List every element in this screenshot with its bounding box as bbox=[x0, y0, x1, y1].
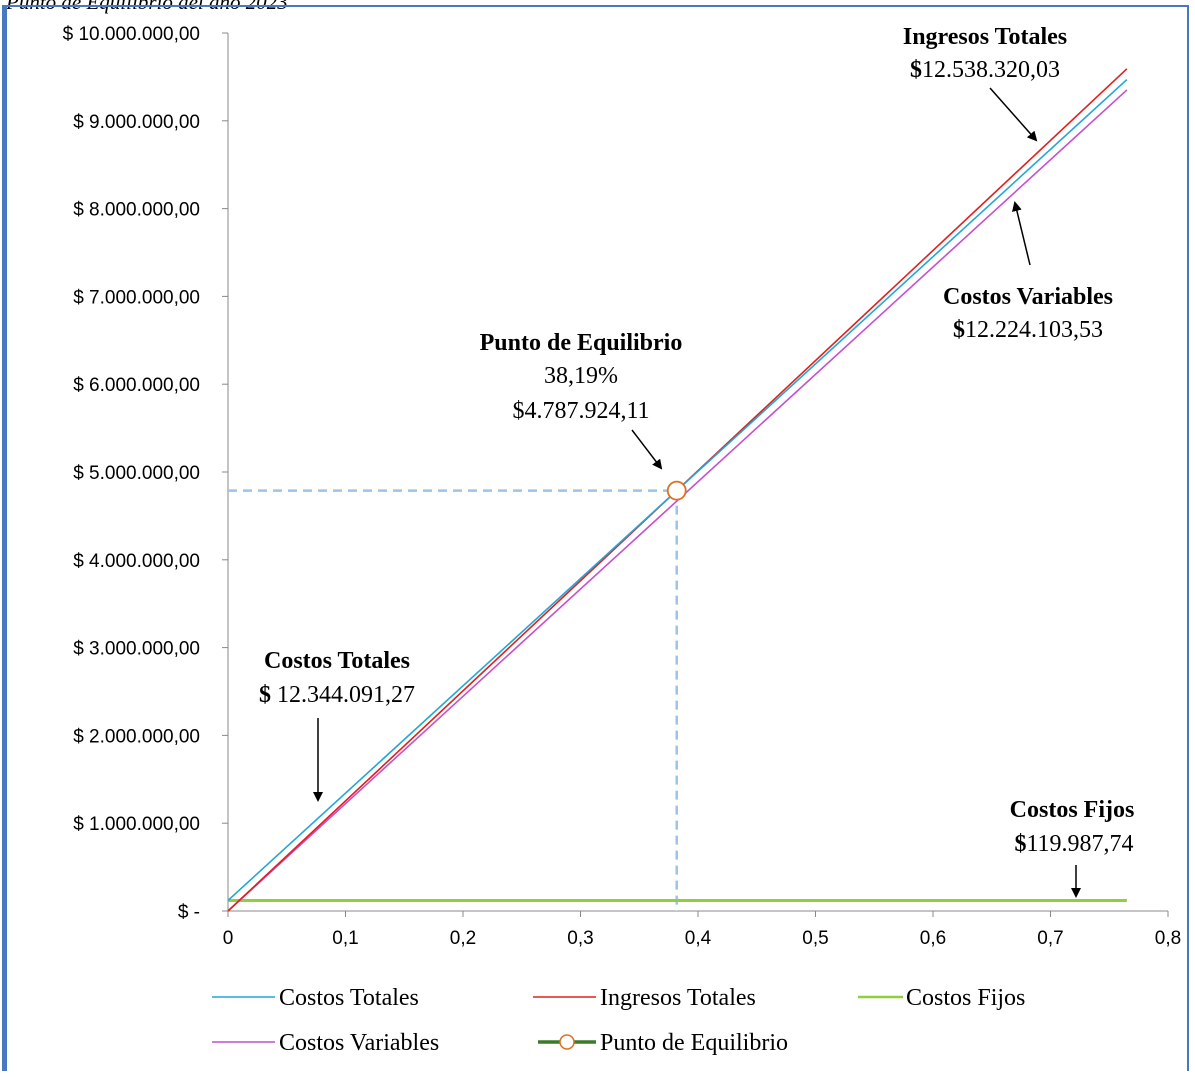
annotation-costos-fijos-value: $119.987,74 bbox=[1014, 831, 1133, 857]
legend-label-punto-equilibrio: Punto de Equilibrio bbox=[600, 1030, 788, 1056]
annotation-ingresos-totales-value: $12.538.320,03 bbox=[910, 57, 1060, 83]
annotation-ingresos-totales: Ingresos Totales $12.538.320,03 bbox=[903, 24, 1067, 142]
legend-label-costos-totales: Costos Totales bbox=[279, 985, 419, 1011]
annotation-ingresos-totales-title: Ingresos Totales bbox=[903, 24, 1067, 50]
annotation-costos-totales-value: $ 12.344.091,27 bbox=[259, 682, 415, 708]
annotation-punto-equilibrio-arrow bbox=[631, 429, 663, 470]
y-tick-label: $ 9.000.000,00 bbox=[73, 112, 200, 133]
page-title: Punto de Equilibrio del año 2023 bbox=[6, 0, 288, 14]
legend-item-costos-variables: Costos Variables bbox=[212, 1030, 439, 1056]
equilibrium-guides bbox=[228, 489, 678, 911]
y-tick-label: $ 3.000.000,00 bbox=[73, 639, 200, 660]
annotation-costos-variables: Costos Variables $12.224.103,53 bbox=[943, 201, 1113, 343]
annotation-punto-equilibrio-title: Punto de Equilibrio bbox=[480, 330, 683, 356]
annotation-punto-equilibrio: Punto de Equilibrio 38,19% $4.787.924,11 bbox=[480, 330, 683, 470]
series-points bbox=[666, 480, 687, 501]
y-tick-label: $ 1.000.000,00 bbox=[73, 814, 200, 835]
x-tick-label: 0,2 bbox=[450, 928, 476, 949]
equilibrium-point-marker bbox=[666, 480, 687, 501]
legend-label-costos-variables: Costos Variables bbox=[279, 1030, 439, 1056]
annotation-punto-equilibrio-percent: 38,19% bbox=[544, 363, 618, 389]
annotation-costos-totales-title: Costos Totales bbox=[264, 648, 410, 674]
annotation-punto-equilibrio-value: $4.787.924,11 bbox=[512, 398, 649, 424]
legend-label-costos-fijos: Costos Fijos bbox=[906, 985, 1025, 1011]
x-tick-label: 0,1 bbox=[332, 928, 358, 949]
x-tick-label: 0,4 bbox=[685, 928, 712, 949]
chart-frame bbox=[2, 5, 1189, 1071]
legend-item-costos-fijos: Costos Fijos bbox=[858, 985, 1025, 1011]
x-tick-label: 0,8 bbox=[1155, 928, 1181, 949]
legend-label-ingresos-totales: Ingresos Totales bbox=[600, 985, 756, 1011]
y-tick-label: $ 2.000.000,00 bbox=[73, 726, 200, 747]
legend-marker-punto-equilibrio bbox=[559, 1034, 575, 1050]
y-ticks: $ - $ 1.000.000,00 $ 2.000.000,00 $ 3.000.0… bbox=[63, 24, 228, 923]
y-tick-label: $ 6.000.000,00 bbox=[73, 375, 200, 396]
annotation-costos-totales: Costos Totales $ 12.344.091,27 bbox=[259, 648, 415, 802]
annotation-ingresos-totales-arrow bbox=[989, 87, 1038, 142]
legend-item-ingresos-totales: Ingresos Totales bbox=[533, 985, 756, 1011]
y-tick-label: $ 4.000.000,00 bbox=[73, 551, 200, 572]
y-tick-label: $ 10.000.000,00 bbox=[63, 24, 200, 45]
legend: Costos Totales Ingresos Totales Costos F… bbox=[212, 985, 1025, 1056]
y-tick-label: $ - bbox=[178, 902, 200, 923]
y-tick-label: $ 5.000.000,00 bbox=[73, 463, 200, 484]
legend-item-costos-totales: Costos Totales bbox=[212, 985, 419, 1011]
annotation-costos-fijos: Costos Fijos $119.987,74 bbox=[1010, 797, 1135, 898]
annotation-costos-variables-arrow bbox=[1012, 201, 1031, 266]
x-tick-label: 0,5 bbox=[802, 928, 828, 949]
annotation-costos-variables-title: Costos Variables bbox=[943, 284, 1113, 310]
x-tick-label: 0,6 bbox=[920, 928, 946, 949]
x-tick-label: 0,3 bbox=[567, 928, 593, 949]
annotation-costos-variables-value: $12.224.103,53 bbox=[953, 317, 1103, 343]
legend-item-punto-equilibrio: Punto de Equilibrio bbox=[538, 1030, 788, 1056]
annotation-costos-fijos-title: Costos Fijos bbox=[1010, 797, 1135, 823]
y-tick-label: $ 8.000.000,00 bbox=[73, 200, 200, 221]
x-ticks: 0 0,1 0,2 0,3 0,4 0,5 0,6 0,7 0,8 bbox=[223, 911, 1181, 949]
x-tick-label: 0,7 bbox=[1037, 928, 1063, 949]
x-tick-label: 0 bbox=[223, 928, 234, 949]
y-tick-label: $ 7.000.000,00 bbox=[73, 287, 200, 308]
